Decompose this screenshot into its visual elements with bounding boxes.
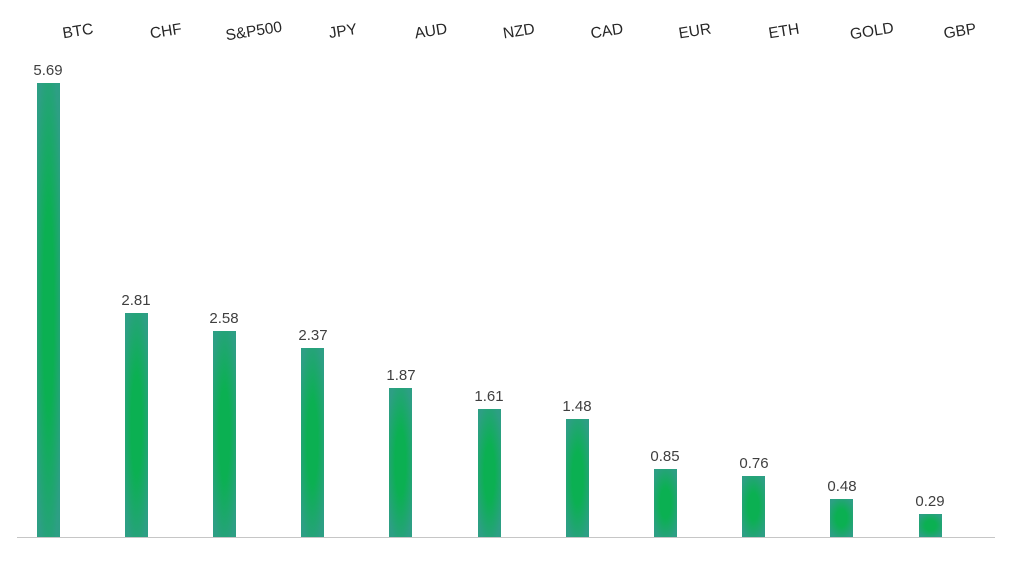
value-label-gold: 0.48 xyxy=(827,478,857,495)
value-label-chf: 2.81 xyxy=(121,292,151,309)
bar-btc xyxy=(37,83,60,537)
value-label-aud: 1.87 xyxy=(386,367,416,384)
bar-gold xyxy=(830,499,853,537)
value-label-gbp: 0.29 xyxy=(915,493,945,510)
bar-aud xyxy=(389,388,412,537)
bar-cad xyxy=(566,419,589,537)
bar-eth xyxy=(742,476,765,537)
category-label-jpy: JPY xyxy=(327,20,359,43)
bar-jpy xyxy=(301,348,324,537)
x-axis-line xyxy=(17,537,995,538)
bar-gbp xyxy=(919,514,942,537)
bar-eur xyxy=(654,469,677,537)
value-label-eth: 0.76 xyxy=(739,455,769,472)
category-label-gold: GOLD xyxy=(848,19,895,44)
value-label-btc: 5.69 xyxy=(33,62,63,79)
bar-nzd xyxy=(478,409,501,537)
category-label-sp500: S&P500 xyxy=(224,18,284,45)
category-label-aud: AUD xyxy=(413,20,449,43)
value-label-eur: 0.85 xyxy=(650,448,680,465)
category-label-eth: ETH xyxy=(767,20,801,43)
category-label-eur: EUR xyxy=(677,20,713,43)
bar-sp500 xyxy=(213,331,236,537)
value-label-cad: 1.48 xyxy=(562,398,592,415)
value-label-jpy: 2.37 xyxy=(298,327,328,344)
category-label-chf: CHF xyxy=(148,20,183,43)
category-label-gbp: GBP xyxy=(942,20,978,43)
category-label-cad: CAD xyxy=(589,20,625,43)
category-label-nzd: NZD xyxy=(501,20,536,43)
value-label-nzd: 1.61 xyxy=(474,388,504,405)
value-label-sp500: 2.58 xyxy=(209,310,239,327)
category-label-btc: BTC xyxy=(61,20,95,43)
bar-chf xyxy=(125,313,148,537)
